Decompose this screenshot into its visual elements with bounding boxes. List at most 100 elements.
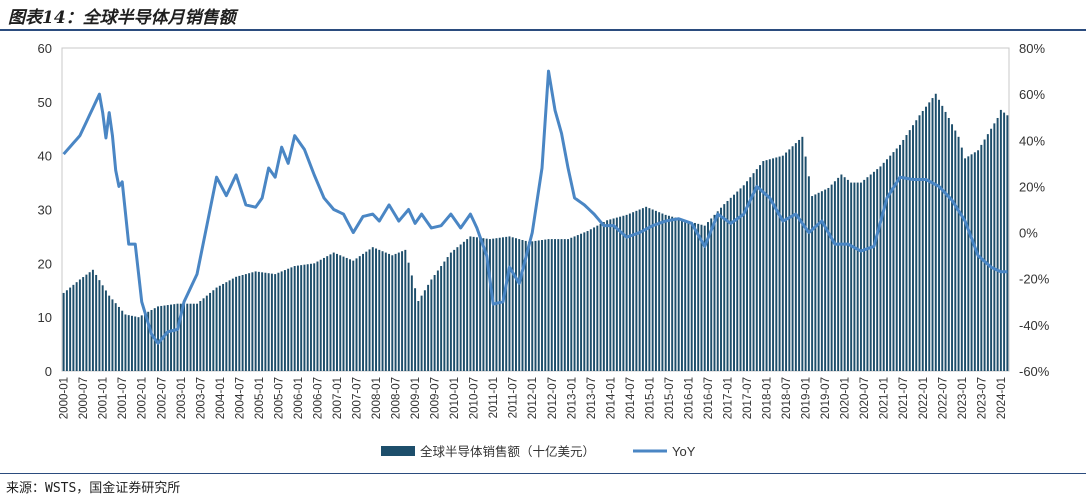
bar [274, 274, 277, 371]
bar [544, 239, 547, 371]
bar [693, 222, 696, 371]
left-axis-tick: 10 [38, 310, 52, 325]
bar [336, 253, 338, 371]
bar [970, 154, 973, 371]
bar [654, 210, 657, 371]
bar [352, 260, 355, 371]
x-axis-tick: 2013-07 [586, 377, 598, 419]
bar [990, 128, 993, 371]
x-axis-tick: 2023-01 [957, 377, 969, 419]
bar [846, 179, 849, 371]
bar [863, 179, 866, 371]
bar [680, 219, 683, 371]
bar [111, 299, 114, 371]
bar [638, 209, 641, 371]
bar [580, 233, 583, 371]
bar [303, 264, 306, 371]
right-axis-tick: 40% [1019, 133, 1045, 148]
bar [983, 139, 986, 371]
bar [241, 275, 244, 371]
x-axis-tick: 2020-07 [859, 377, 871, 419]
x-axis-tick: 2020-01 [840, 377, 852, 419]
bar [931, 98, 934, 371]
left-axis-tick: 50 [38, 95, 52, 110]
right-axis-tick: 0% [1019, 226, 1038, 241]
bar [388, 253, 391, 371]
bar [423, 290, 426, 371]
bar [866, 177, 869, 371]
bar [306, 264, 309, 371]
bar [150, 309, 153, 371]
bar [401, 251, 404, 371]
legend-line-label: YoY [672, 444, 696, 459]
bar [794, 143, 797, 371]
bar [925, 106, 927, 372]
bar [98, 280, 101, 371]
bar [804, 156, 807, 371]
bar [254, 271, 257, 371]
bar [485, 238, 488, 371]
bar [892, 152, 895, 371]
bar [820, 191, 823, 371]
bar [687, 221, 690, 371]
bar [326, 256, 329, 371]
bar [938, 99, 941, 371]
bar [524, 240, 527, 371]
bar [114, 303, 117, 371]
bar [137, 317, 140, 371]
bar [612, 218, 615, 371]
bar [309, 263, 312, 371]
left-axis-tick: 20 [38, 256, 52, 271]
bar [615, 217, 618, 371]
bar [322, 257, 325, 371]
bar [436, 270, 439, 371]
bar [218, 285, 221, 371]
x-axis-tick: 2015-07 [664, 377, 676, 419]
right-axis-tick: -20% [1019, 272, 1050, 287]
bar [934, 93, 937, 371]
bar [710, 218, 713, 371]
bar [72, 284, 75, 371]
bar [632, 212, 635, 371]
bar [440, 266, 443, 371]
bar [713, 214, 716, 371]
bar [277, 272, 280, 371]
x-axis-tick: 2009-01 [410, 377, 422, 419]
bar [729, 197, 732, 371]
bar [78, 279, 81, 371]
bar [811, 196, 814, 371]
x-axis-tick: 2010-07 [469, 377, 481, 419]
bar [85, 274, 88, 371]
bar [407, 262, 410, 371]
x-axis-tick: 2002-01 [137, 377, 149, 419]
bar [515, 238, 517, 371]
bar [362, 253, 364, 371]
x-axis-tick: 2006-01 [293, 377, 305, 419]
right-axis-tick: -40% [1019, 318, 1050, 333]
bar [378, 249, 381, 372]
x-axis-tick: 2014-07 [625, 377, 637, 419]
bar [179, 303, 182, 371]
bar [547, 239, 550, 371]
bar [944, 111, 947, 372]
x-axis-tick: 2008-01 [371, 377, 383, 419]
bar [918, 115, 921, 371]
bar [606, 220, 609, 371]
bar [625, 214, 628, 371]
bar [95, 274, 98, 371]
bar [528, 241, 530, 371]
bar [104, 290, 107, 371]
bar [342, 256, 345, 371]
bar [586, 231, 589, 371]
x-axis-tick: 2013-01 [566, 377, 578, 419]
bar [1003, 112, 1006, 371]
bar [768, 159, 771, 371]
bar [430, 279, 433, 371]
bar [885, 159, 888, 371]
bar [127, 315, 130, 371]
bar [882, 162, 885, 371]
bar [742, 185, 745, 371]
bar [560, 239, 563, 371]
bar [443, 261, 446, 371]
bar [746, 181, 748, 371]
